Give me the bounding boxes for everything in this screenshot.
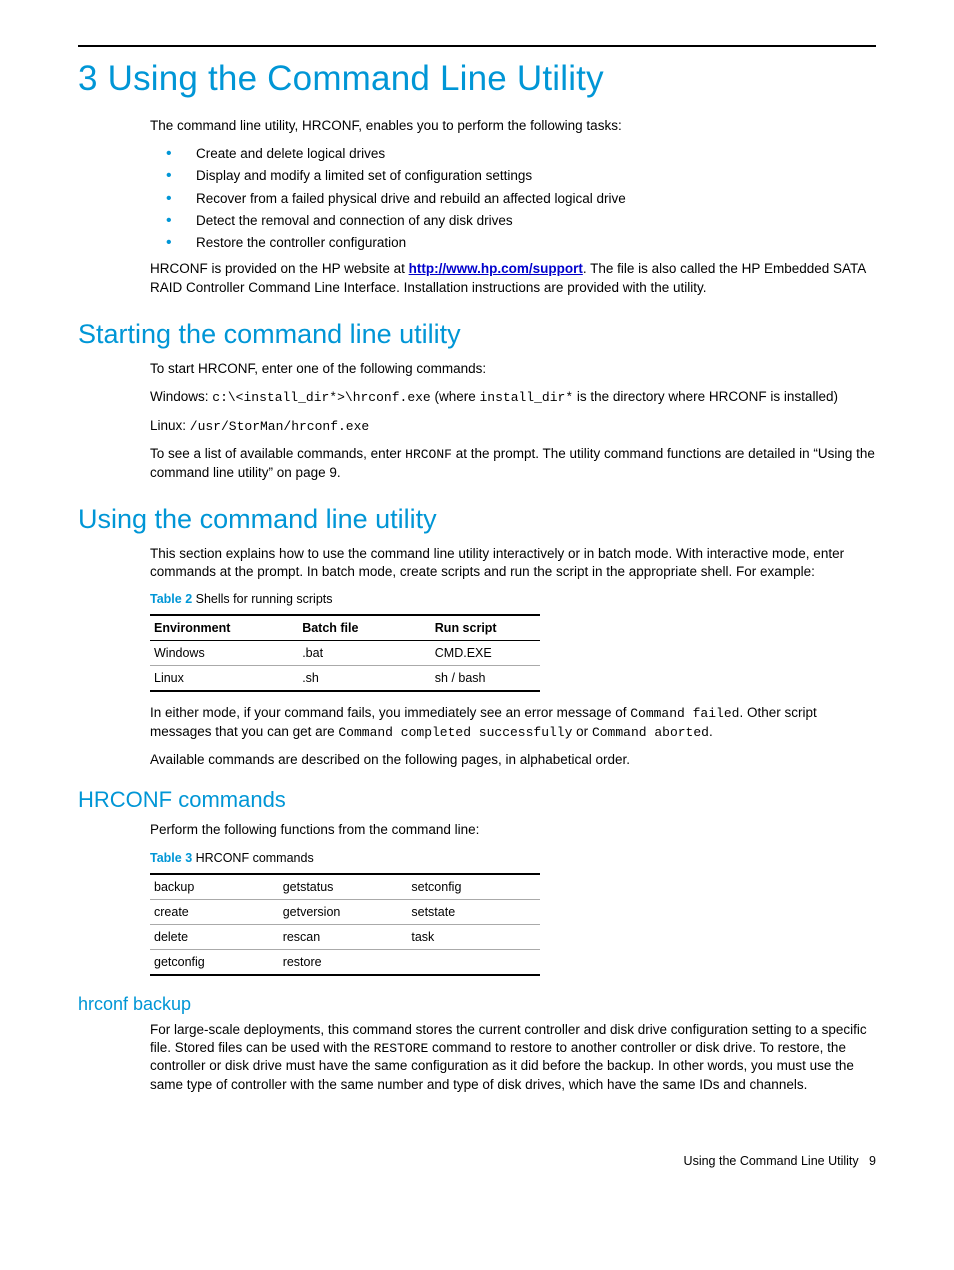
text: In either mode, if your command fails, y…	[150, 705, 630, 720]
hrconf-commands-table: backup getstatus setconfig create getver…	[150, 873, 540, 976]
table-row: Linux .sh sh / bash	[150, 666, 540, 692]
caption-label: Table 3	[150, 851, 192, 865]
cell: getversion	[279, 899, 408, 924]
code: install_dir*	[480, 390, 574, 405]
text: HRCONF is provided on the HP website at	[150, 261, 409, 276]
available-commands-note: Available commands are described on the …	[150, 751, 876, 769]
col-run-script: Run script	[431, 615, 540, 641]
cell: delete	[150, 924, 279, 949]
col-batch-file: Batch file	[298, 615, 431, 641]
cell: restore	[279, 949, 408, 975]
backup-description: For large-scale deployments, this comman…	[150, 1021, 876, 1094]
table-row: delete rescan task	[150, 924, 540, 949]
caption-text: HRCONF commands	[192, 851, 314, 865]
footer-text: Using the Command Line Utility	[684, 1154, 859, 1168]
intro-paragraph: The command line utility, HRCONF, enable…	[150, 117, 876, 135]
page-number: 9	[869, 1154, 876, 1168]
cell: Windows	[150, 641, 298, 666]
cell: sh / bash	[431, 666, 540, 692]
code: RESTORE	[374, 1041, 429, 1056]
task-list: Create and delete logical drives Display…	[166, 145, 876, 252]
shells-table: Environment Batch file Run script Window…	[150, 614, 540, 692]
caption-text: Shells for running scripts	[192, 592, 332, 606]
table-row: getconfig restore	[150, 949, 540, 975]
code: Command completed successfully	[338, 725, 572, 740]
hp-support-link[interactable]: http://www.hp.com/support	[409, 261, 583, 276]
text: (where	[431, 389, 480, 404]
error-messages-paragraph: In either mode, if your command fails, y…	[150, 704, 876, 741]
hrconf-commands-heading: HRCONF commands	[78, 787, 876, 813]
code: c:\<install_dir*>\hrconf.exe	[212, 390, 430, 405]
top-rule	[78, 45, 876, 47]
windows-command: Windows: c:\<install_dir*>\hrconf.exe (w…	[150, 388, 876, 407]
text: Linux:	[150, 418, 190, 433]
using-heading: Using the command line utility	[78, 504, 876, 535]
starting-intro: To start HRCONF, enter one of the follow…	[150, 360, 876, 378]
cell: setconfig	[407, 874, 540, 900]
table-row: Windows .bat CMD.EXE	[150, 641, 540, 666]
hrconf-backup-heading: hrconf backup	[78, 994, 876, 1015]
cell: rescan	[279, 924, 408, 949]
cell: create	[150, 899, 279, 924]
linux-command: Linux: /usr/StorMan/hrconf.exe	[150, 417, 876, 436]
text: Windows:	[150, 389, 212, 404]
list-item: Display and modify a limited set of conf…	[166, 167, 876, 185]
starting-heading: Starting the command line utility	[78, 319, 876, 350]
cell	[407, 949, 540, 975]
list-item: Restore the controller configuration	[166, 234, 876, 252]
cell: getstatus	[279, 874, 408, 900]
text: To see a list of available commands, ent…	[150, 446, 405, 461]
table-header-row: Environment Batch file Run script	[150, 615, 540, 641]
code: /usr/StorMan/hrconf.exe	[190, 419, 369, 434]
chapter-title: 3 Using the Command Line Utility	[78, 59, 876, 99]
cell: task	[407, 924, 540, 949]
list-item: Recover from a failed physical drive and…	[166, 190, 876, 208]
table-row: create getversion setstate	[150, 899, 540, 924]
cell: setstate	[407, 899, 540, 924]
code: Command aborted	[592, 725, 709, 740]
text: or	[572, 724, 592, 739]
table2-caption: Table 2 Shells for running scripts	[150, 591, 876, 608]
hrconf-source-paragraph: HRCONF is provided on the HP website at …	[150, 260, 876, 296]
text: is the directory where HRCONF is install…	[573, 389, 838, 404]
list-item: Detect the removal and connection of any…	[166, 212, 876, 230]
starting-note: To see a list of available commands, ent…	[150, 445, 876, 482]
list-item: Create and delete logical drives	[166, 145, 876, 163]
using-intro: This section explains how to use the com…	[150, 545, 876, 581]
cell: Linux	[150, 666, 298, 692]
code: Command failed	[630, 706, 739, 721]
col-environment: Environment	[150, 615, 298, 641]
table3-caption: Table 3 HRCONF commands	[150, 850, 876, 867]
cell: CMD.EXE	[431, 641, 540, 666]
text: .	[709, 724, 713, 739]
cell: backup	[150, 874, 279, 900]
hrconf-intro: Perform the following functions from the…	[150, 821, 876, 839]
cell: getconfig	[150, 949, 279, 975]
caption-label: Table 2	[150, 592, 192, 606]
page-footer: Using the Command Line Utility 9	[78, 1154, 876, 1168]
cell: .bat	[298, 641, 431, 666]
table-row: backup getstatus setconfig	[150, 874, 540, 900]
cell: .sh	[298, 666, 431, 692]
code: HRCONF	[405, 447, 452, 462]
